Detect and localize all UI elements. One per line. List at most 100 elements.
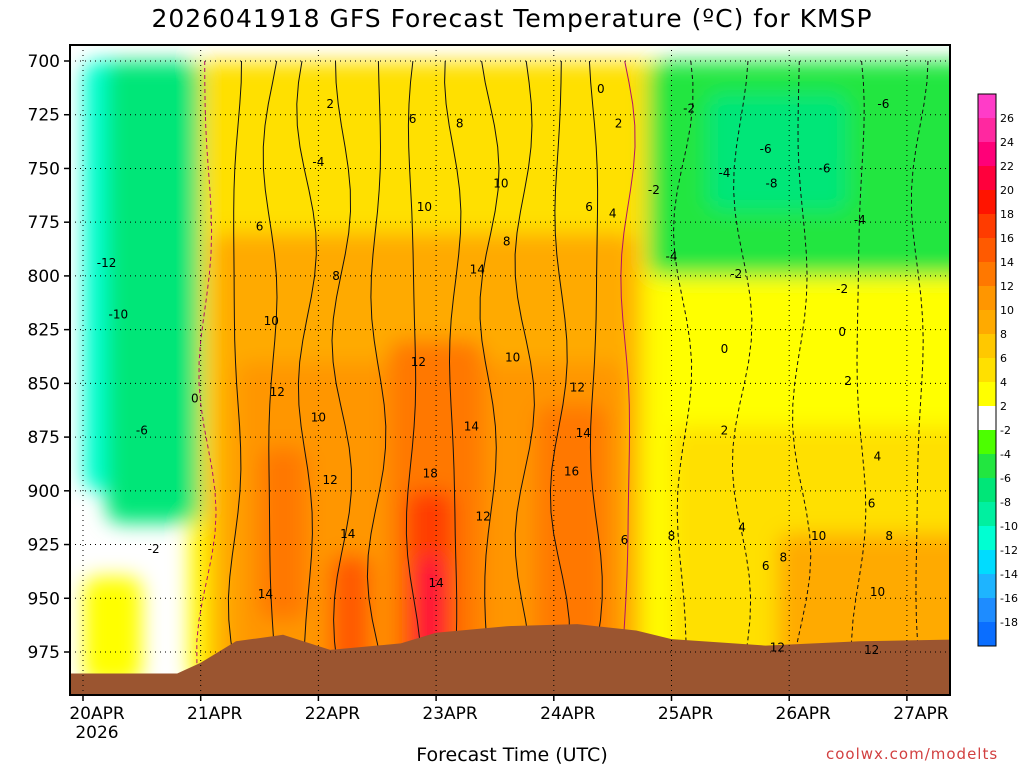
isotherm-contour bbox=[366, 60, 387, 685]
y-axis: 700 725 750 775 800 825 850 875 900 925 950 975 bbox=[28, 52, 70, 663]
contour-value-label: 0 bbox=[191, 391, 199, 405]
contour-value-label: 6 bbox=[621, 533, 629, 547]
temperature-field-region bbox=[259, 447, 307, 620]
colorbar-swatch bbox=[978, 502, 996, 527]
y-tick-label: 825 bbox=[28, 321, 60, 341]
colorbar-label: 10 bbox=[1000, 304, 1014, 317]
contour-value-label: -4 bbox=[854, 213, 866, 227]
y-tick-label: 875 bbox=[28, 428, 60, 448]
contour-value-label: 0 bbox=[838, 325, 846, 339]
contour-value-label: 6 bbox=[868, 497, 876, 511]
isotherm-contour bbox=[620, 60, 636, 685]
contour-value-label: 6 bbox=[585, 200, 593, 214]
colorbar-label: -18 bbox=[1000, 616, 1018, 629]
contour-value-label: 8 bbox=[885, 529, 893, 543]
contour-value-label: -4 bbox=[666, 250, 678, 264]
isotherm-contour bbox=[514, 60, 535, 685]
contour-value-label: 12 bbox=[864, 643, 879, 657]
x-tick-label: 22APR bbox=[305, 704, 361, 724]
x-tick-label: 20APR bbox=[69, 704, 125, 724]
contour-value-label: -4 bbox=[718, 166, 730, 180]
contour-value-label: 18 bbox=[423, 467, 438, 481]
colorbar-swatch bbox=[978, 598, 996, 623]
y-tick-label: 700 bbox=[28, 52, 60, 72]
y-tick-label: 900 bbox=[28, 482, 60, 502]
contour-value-label: 6 bbox=[762, 559, 770, 573]
colorbar-label: 16 bbox=[1000, 232, 1014, 245]
colorbar-frame bbox=[977, 93, 997, 647]
contour-value-label: 10 bbox=[811, 529, 826, 543]
contour-value-label: 12 bbox=[323, 473, 338, 487]
colorbar-swatch bbox=[978, 238, 996, 263]
colorbar-swatch bbox=[978, 310, 996, 335]
temperature-field-region bbox=[848, 146, 950, 276]
colorbar-swatch bbox=[978, 430, 996, 455]
temperature-field-region bbox=[106, 61, 201, 524]
contour-value-label: -2 bbox=[836, 282, 848, 296]
x-tick-label: 24APR bbox=[540, 704, 596, 724]
colorbar-label: 12 bbox=[1000, 280, 1014, 293]
colorbar-label: 20 bbox=[1000, 184, 1014, 197]
colorbar-label: 26 bbox=[1000, 112, 1014, 125]
contour-value-label: 12 bbox=[770, 641, 785, 655]
contour-value-label: 10 bbox=[417, 200, 432, 214]
colorbar-swatch bbox=[978, 190, 996, 215]
colorbar-label: -12 bbox=[1000, 544, 1018, 557]
colorbar-swatch bbox=[978, 166, 996, 191]
colorbar-swatch bbox=[978, 118, 996, 143]
colorbar-label: -2 bbox=[1000, 424, 1011, 437]
colorbar-swatch bbox=[978, 382, 996, 407]
plot-frame bbox=[69, 44, 951, 696]
isotherm-contour bbox=[296, 60, 317, 685]
contour-value-label: 10 bbox=[493, 176, 508, 190]
isotherm-contour bbox=[479, 60, 500, 685]
contour-value-label: -6 bbox=[760, 142, 772, 156]
contour-value-label: 4 bbox=[874, 449, 882, 463]
temperature-field-region bbox=[83, 576, 142, 685]
isotherm-contour bbox=[262, 60, 278, 685]
contour-value-label: 6 bbox=[409, 112, 417, 126]
contour-value-label: 12 bbox=[270, 385, 285, 399]
x-tick-label: 27APR bbox=[893, 704, 949, 724]
contour-value-label: 2 bbox=[615, 116, 623, 130]
colorbar-label: 8 bbox=[1000, 328, 1007, 341]
contour-value-label: 14 bbox=[428, 576, 443, 590]
colorbar-label: 18 bbox=[1000, 208, 1014, 221]
colorbar-label: -16 bbox=[1000, 592, 1018, 605]
contour-value-label: 10 bbox=[311, 411, 326, 425]
contour-value-label: 14 bbox=[258, 587, 273, 601]
colorbar-label: 2 bbox=[1000, 400, 1007, 413]
colorbar-swatch bbox=[978, 94, 996, 119]
contour-value-label: 0 bbox=[597, 82, 605, 96]
colorbar-label: 22 bbox=[1000, 160, 1014, 173]
contour-value-label: -6 bbox=[819, 161, 831, 175]
isotherm-contour bbox=[850, 60, 867, 685]
contour-value-label: 8 bbox=[456, 116, 464, 130]
y-tick-label: 800 bbox=[28, 267, 60, 287]
contour-value-label: -2 bbox=[148, 542, 160, 556]
colorbar-label: -6 bbox=[1000, 472, 1011, 485]
colorbar-label: 6 bbox=[1000, 352, 1007, 365]
isotherm-contour bbox=[405, 60, 422, 685]
contour-value-label: 8 bbox=[668, 529, 676, 543]
contour-value-label: -2 bbox=[648, 183, 660, 197]
colorbar-swatch bbox=[978, 334, 996, 359]
y-tick-label: 725 bbox=[28, 106, 60, 126]
colorbar-swatch bbox=[978, 214, 996, 239]
contour-value-label: 16 bbox=[564, 464, 579, 478]
contour-value-label: 8 bbox=[332, 269, 340, 283]
temperature-field-region bbox=[536, 404, 607, 685]
contour-value-label: -6 bbox=[877, 97, 889, 111]
colorbar-label: -14 bbox=[1000, 568, 1018, 581]
site-credit: coolwx.com/modelts bbox=[826, 745, 999, 763]
contour-value-label: -8 bbox=[766, 176, 778, 190]
isotherm-contour bbox=[549, 60, 571, 685]
colorbar-swatch bbox=[978, 526, 996, 551]
isotherm-contour bbox=[588, 60, 603, 685]
temperature-field-region bbox=[706, 93, 849, 212]
y-tick-label: 850 bbox=[28, 374, 60, 394]
contour-value-label: 2 bbox=[721, 424, 729, 438]
contour-value-label: 14 bbox=[576, 426, 591, 440]
contour-value-label: 14 bbox=[340, 527, 355, 541]
